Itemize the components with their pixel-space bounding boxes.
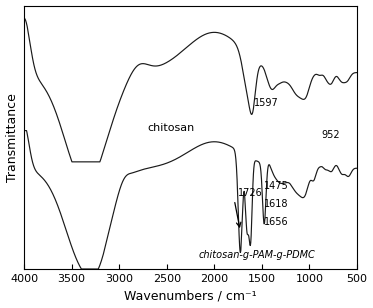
Text: 1618: 1618	[264, 199, 288, 209]
Y-axis label: Transmittance: Transmittance	[6, 93, 19, 182]
Text: 1597: 1597	[254, 98, 279, 108]
Text: chitosan-g-PAM-g-PDMC: chitosan-g-PAM-g-PDMC	[199, 250, 316, 260]
Text: 952: 952	[322, 130, 341, 140]
Text: 1726: 1726	[238, 188, 262, 197]
Text: 1656: 1656	[264, 217, 289, 227]
X-axis label: Wavenumbers / cm⁻¹: Wavenumbers / cm⁻¹	[124, 290, 257, 302]
Text: 1475: 1475	[264, 181, 289, 191]
Text: chitosan: chitosan	[148, 124, 195, 133]
